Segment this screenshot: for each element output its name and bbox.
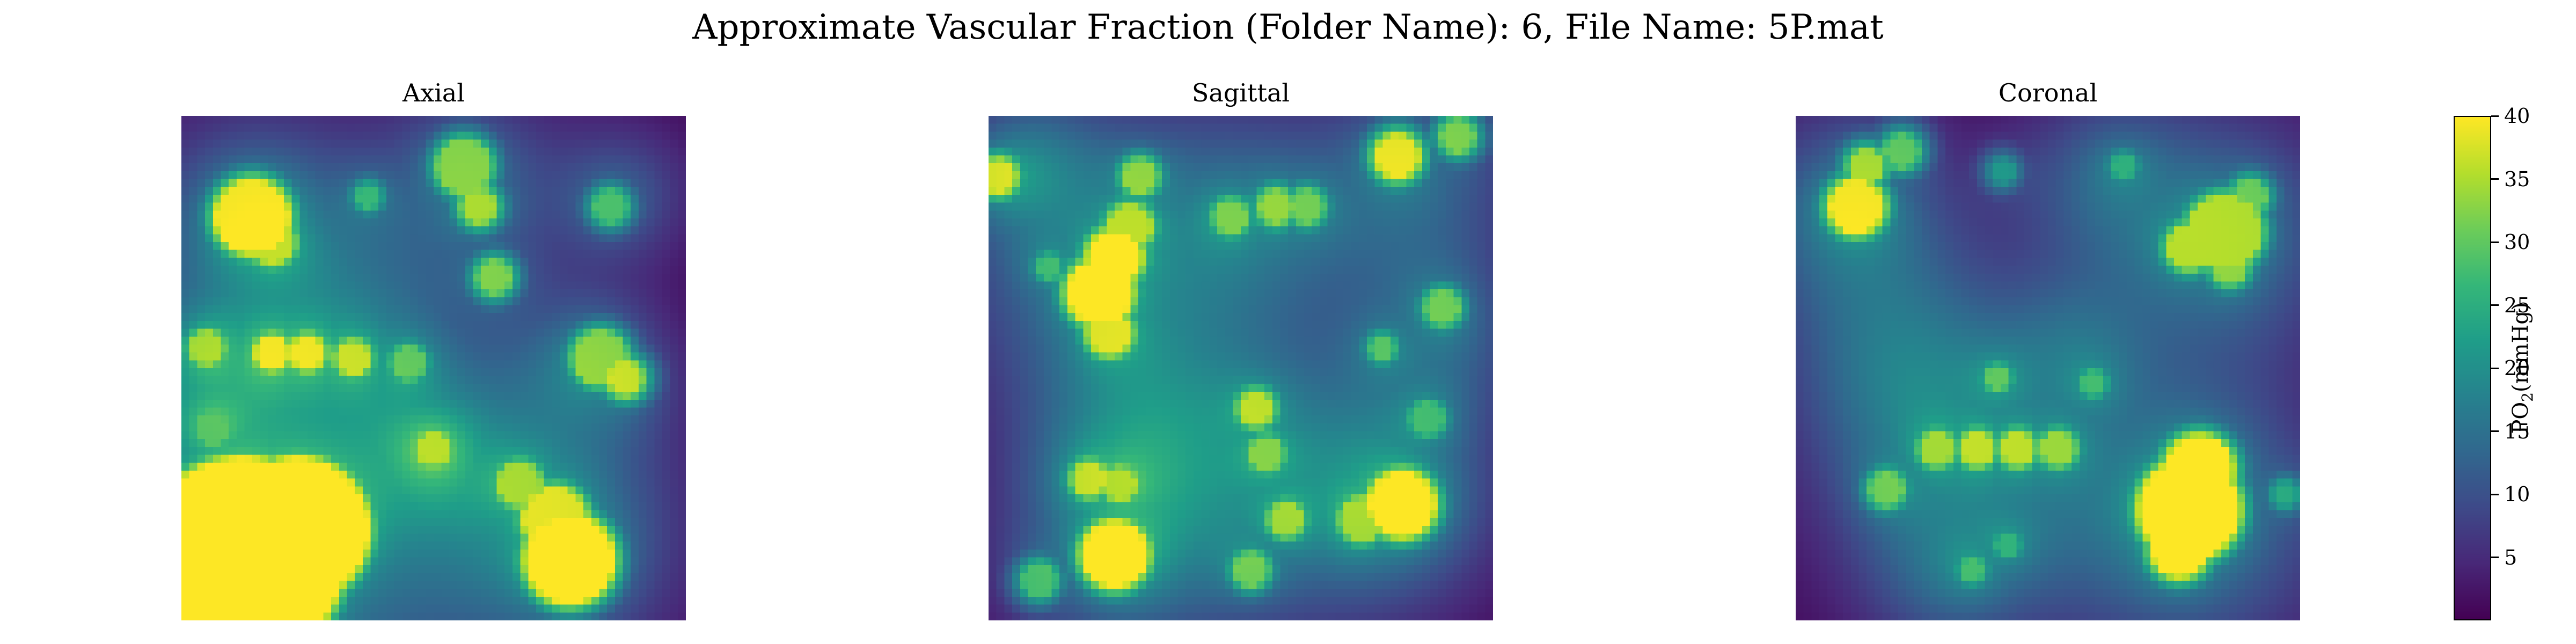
colorbar-tick-label: 10: [2504, 482, 2530, 506]
sagittal-title: Sagittal: [1191, 78, 1290, 107]
colorbar-label-unit: (mmHg): [2508, 302, 2533, 393]
colorbar-label-main: PO: [2508, 401, 2533, 434]
colorbar-tick: [2491, 493, 2499, 495]
colorbar-ticks: 5 10 15 20 25 30 35 40: [2491, 106, 2566, 620]
colorbar-gradient: [2455, 117, 2490, 619]
colorbar-label: PO2(mmHg): [2508, 302, 2536, 434]
axial-heatmap: [181, 116, 686, 620]
colorbar-tick-label: 25: [2504, 293, 2530, 317]
colorbar-tick: [2491, 178, 2499, 180]
axial-title: Axial: [402, 78, 465, 107]
colorbar-tick-label: 15: [2504, 419, 2530, 443]
colorbar-tick: [2491, 367, 2499, 369]
colorbar-tick-label: 5: [2504, 545, 2518, 569]
colorbar-label-sub: 2: [2519, 392, 2536, 402]
colorbar-tick: [2491, 430, 2499, 432]
sagittal-heatmap: [989, 116, 1493, 620]
colorbar-tick-label: 20: [2504, 356, 2530, 380]
colorbar-tick: [2491, 241, 2499, 243]
colorbar: [2454, 116, 2491, 620]
colorbar-tick-label: 40: [2504, 104, 2530, 128]
colorbar-tick-label: 30: [2504, 230, 2530, 254]
colorbar-tick-label: 35: [2504, 167, 2530, 191]
coronal-heatmap: [1796, 116, 2300, 620]
colorbar-tick: [2491, 304, 2499, 306]
colorbar-tick: [2491, 115, 2499, 117]
coronal-title: Coronal: [1998, 78, 2098, 107]
figure-title: Approximate Vascular Fraction (Folder Na…: [692, 8, 1884, 47]
colorbar-tick: [2491, 557, 2499, 558]
